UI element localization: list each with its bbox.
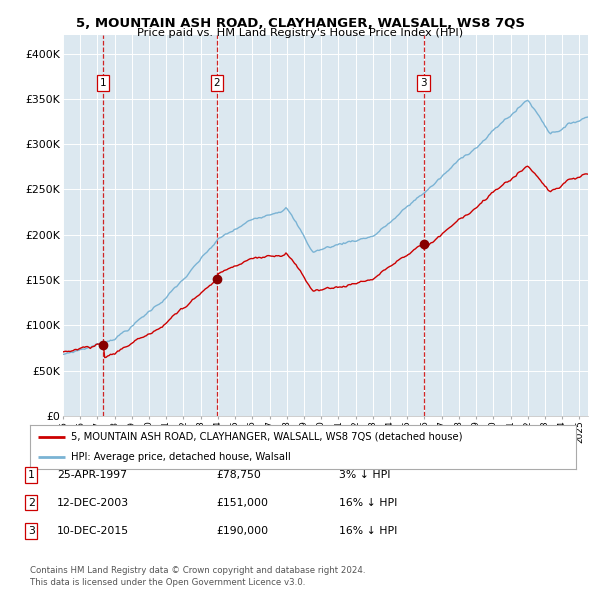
Text: 16% ↓ HPI: 16% ↓ HPI — [339, 526, 397, 536]
Text: 2: 2 — [214, 78, 220, 88]
Text: 1: 1 — [28, 470, 35, 480]
Text: 1: 1 — [100, 78, 106, 88]
Text: £190,000: £190,000 — [216, 526, 268, 536]
Text: £78,750: £78,750 — [216, 470, 261, 480]
Text: 3: 3 — [28, 526, 35, 536]
Text: HPI: Average price, detached house, Walsall: HPI: Average price, detached house, Wals… — [71, 452, 290, 462]
Text: 3: 3 — [421, 78, 427, 88]
Text: Contains HM Land Registry data © Crown copyright and database right 2024.
This d: Contains HM Land Registry data © Crown c… — [30, 566, 365, 587]
Text: 2: 2 — [28, 498, 35, 507]
Text: £151,000: £151,000 — [216, 498, 268, 507]
Text: 16% ↓ HPI: 16% ↓ HPI — [339, 498, 397, 507]
Text: 3% ↓ HPI: 3% ↓ HPI — [339, 470, 391, 480]
Text: Price paid vs. HM Land Registry's House Price Index (HPI): Price paid vs. HM Land Registry's House … — [137, 28, 463, 38]
Text: 25-APR-1997: 25-APR-1997 — [57, 470, 127, 480]
Text: 5, MOUNTAIN ASH ROAD, CLAYHANGER, WALSALL, WS8 7QS (detached house): 5, MOUNTAIN ASH ROAD, CLAYHANGER, WALSAL… — [71, 432, 463, 442]
Text: 10-DEC-2015: 10-DEC-2015 — [57, 526, 129, 536]
Text: 5, MOUNTAIN ASH ROAD, CLAYHANGER, WALSALL, WS8 7QS: 5, MOUNTAIN ASH ROAD, CLAYHANGER, WALSAL… — [76, 17, 524, 30]
Text: 12-DEC-2003: 12-DEC-2003 — [57, 498, 129, 507]
